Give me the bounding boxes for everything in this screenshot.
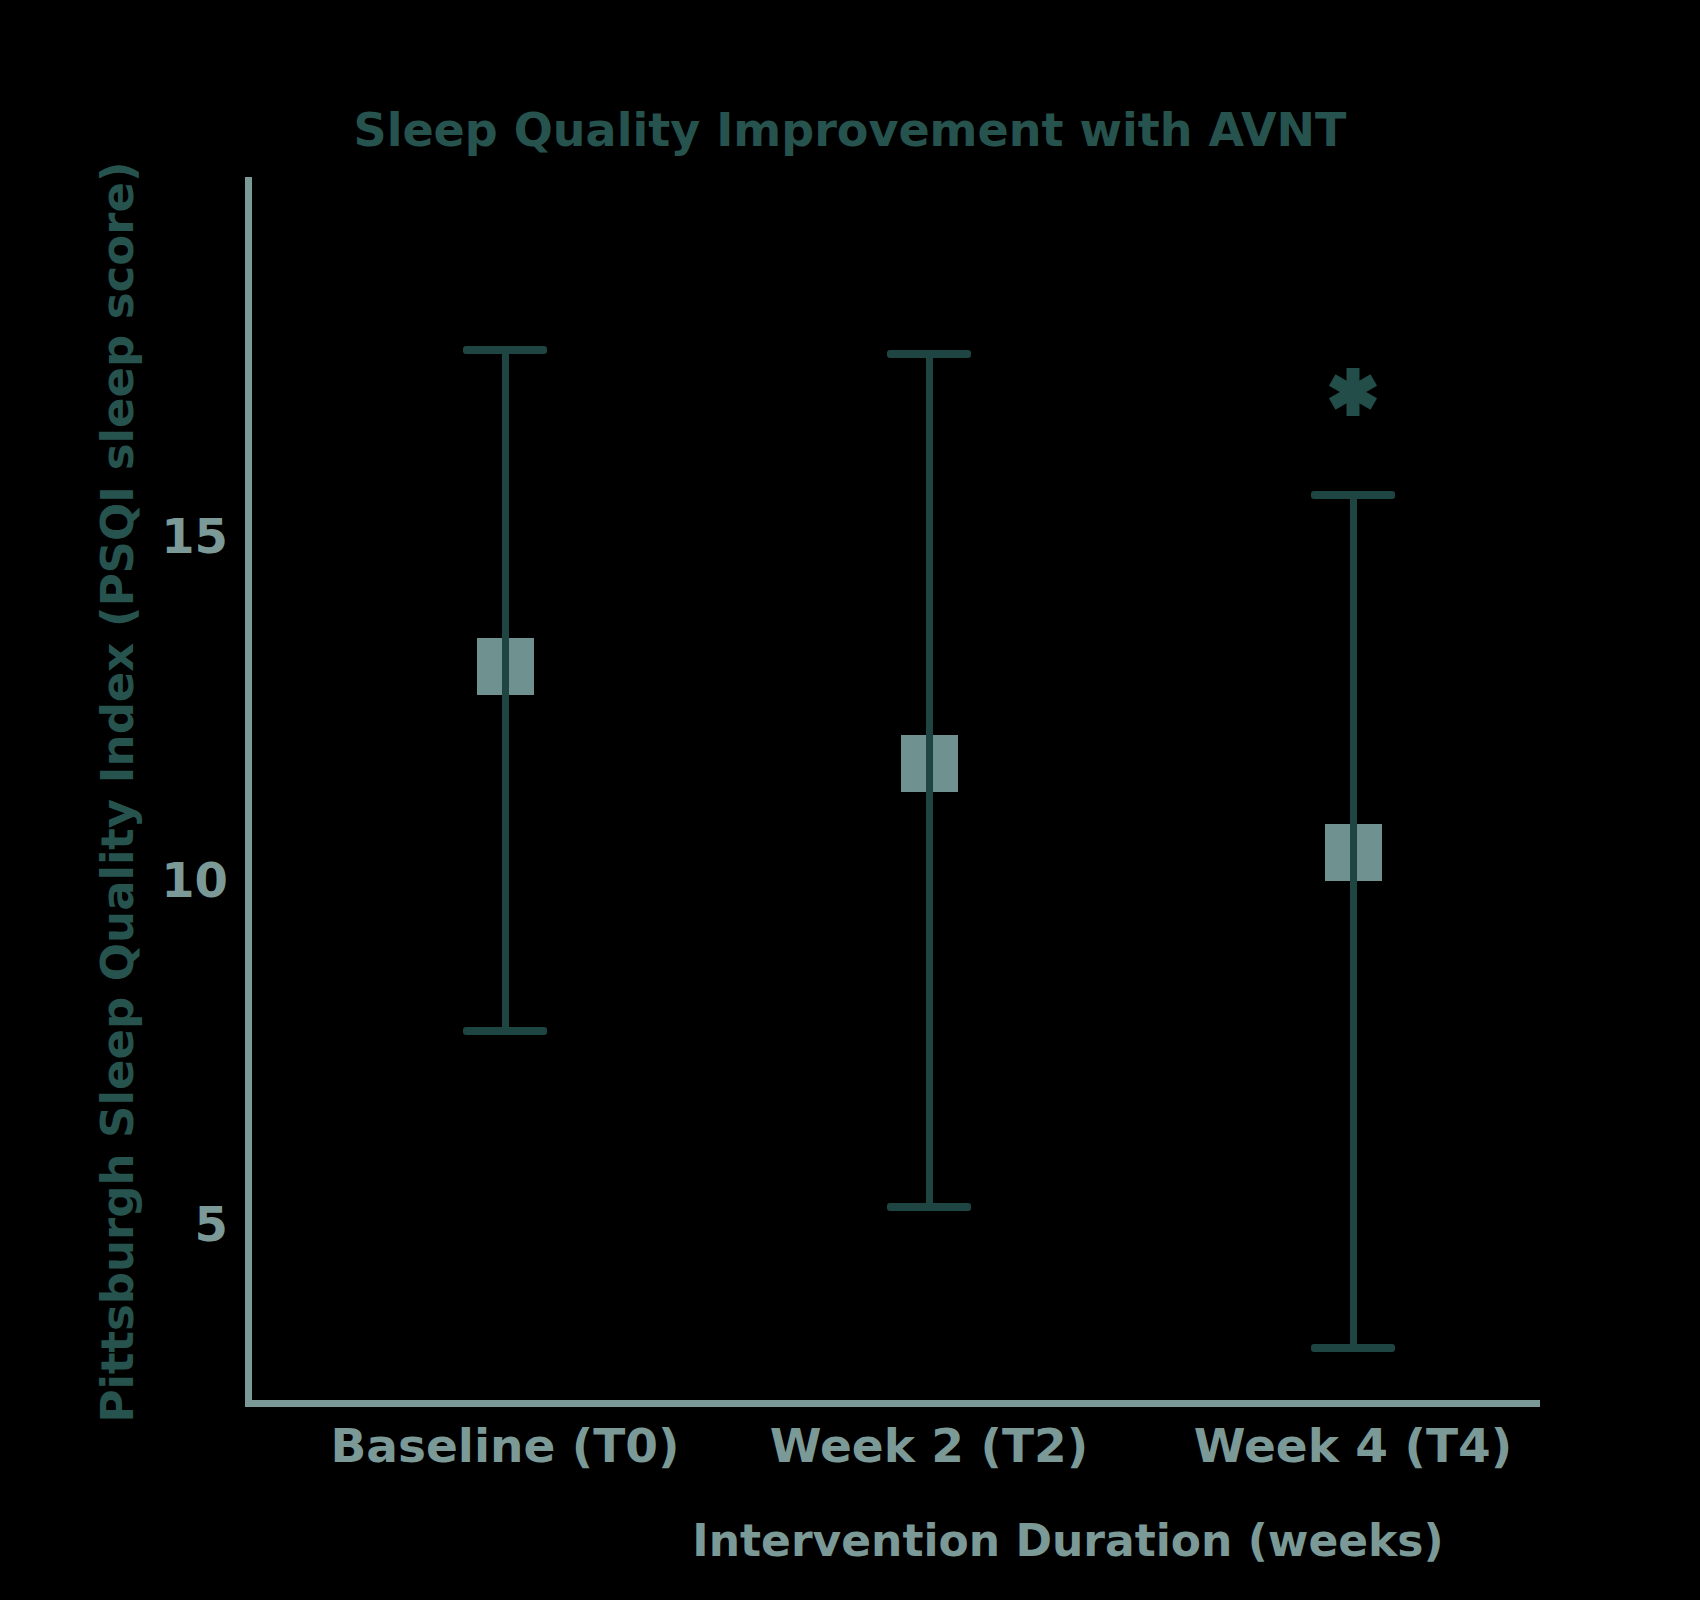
x-tick-label: Week 4 (T4)	[1194, 1418, 1512, 1473]
chart-canvas: Sleep Quality Improvement with AVNT Pitt…	[0, 0, 1700, 1600]
error-bar-cap-top	[1311, 491, 1395, 499]
error-bar-line	[502, 350, 509, 1031]
error-bar-line	[1350, 495, 1357, 1348]
x-axis-label: Intervention Duration (weeks)	[692, 1515, 1443, 1566]
y-axis-line	[245, 177, 252, 1404]
error-bar-cap-bottom	[887, 1203, 971, 1211]
x-tick-label: Baseline (T0)	[330, 1418, 679, 1473]
y-tick-label: 15	[0, 508, 228, 564]
error-bar-cap-top	[463, 346, 547, 354]
error-bar-cap-bottom	[463, 1027, 547, 1035]
y-tick-label: 5	[0, 1196, 228, 1252]
error-bar-cap-bottom	[1311, 1344, 1395, 1352]
error-bar-cap-top	[887, 350, 971, 358]
chart-title: Sleep Quality Improvement with AVNT	[0, 103, 1700, 157]
y-tick-label: 10	[0, 852, 228, 908]
x-tick-label: Week 2 (T2)	[770, 1418, 1088, 1473]
x-axis-line	[245, 1400, 1540, 1407]
error-bar-line	[926, 354, 933, 1207]
